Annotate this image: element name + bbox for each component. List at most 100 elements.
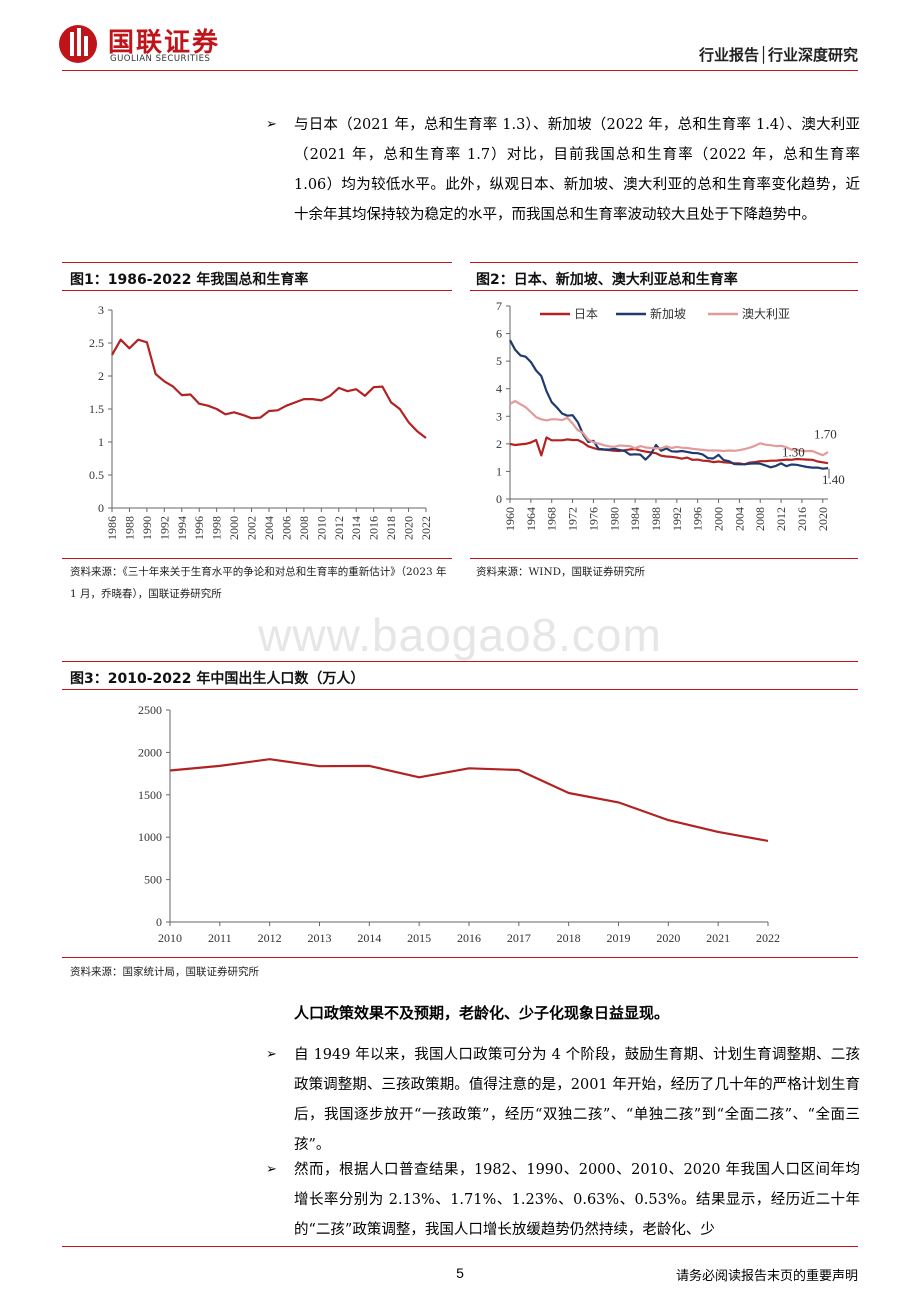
x-tick-label: 2016	[795, 507, 809, 531]
fig1-title: 图1：1986-2022 年我国总和生育率	[70, 272, 309, 288]
bullet-arrow-icon: ➢	[266, 117, 277, 132]
x-tick-label: 1996	[691, 507, 705, 531]
y-tick-label: 0	[496, 492, 502, 506]
legend-label: 日本	[574, 307, 598, 321]
fig1-title-rule	[62, 290, 452, 291]
x-tick-label: 1992	[157, 516, 171, 540]
x-tick-label: 2022	[419, 516, 433, 540]
y-tick-label: 5	[496, 354, 502, 368]
legend-label: 新加坡	[650, 306, 686, 321]
y-tick-label: 1	[98, 435, 104, 449]
x-tick-label: 1976	[586, 507, 600, 531]
x-tick-label: 1992	[670, 507, 684, 531]
y-tick-label: 6	[496, 327, 502, 341]
x-tick-label: 2014	[349, 516, 363, 540]
x-tick-label: 1988	[649, 507, 663, 531]
watermark: www.baogao8.com	[258, 609, 662, 661]
brand-logo: 国联证券 GUOLIAN SECURITIES	[58, 22, 288, 72]
y-tick-label: 0	[156, 915, 162, 929]
x-tick-label: 2014	[357, 931, 381, 945]
x-tick-label: 1968	[545, 507, 559, 531]
fig1-source: 资料来源：《三十年来关于生育水平的争论和对总和生育率的重新估计》（2023 年 …	[70, 566, 447, 600]
x-tick-label: 2004	[732, 507, 746, 531]
x-tick-label: 1988	[122, 516, 136, 540]
fig1-chart: 0 0.5 1 1.5 2 2.5 3 1986 1988 1990 1992 1994 1996 199…	[62, 296, 452, 554]
bullet-arrow-icon: ➢	[266, 1047, 277, 1062]
fig2-title-rule	[470, 290, 858, 291]
y-tick-label: 3	[98, 303, 104, 317]
fig3-top-rule	[62, 661, 858, 662]
fig1-chart-svg: 0 0.5 1 1.5 2 2.5 3 1986 1988 1990 1992 1994 1996 199…	[89, 303, 433, 540]
annotation-australia: 1.70	[814, 426, 837, 441]
y-tick-label: 1.5	[89, 402, 104, 416]
x-tick-label: 2016	[457, 931, 481, 945]
x-tick-label: 1980	[607, 507, 621, 531]
paragraph-population-policy: ➢ 自 1949 年以来，我国人口政策可分为 4 个阶段，鼓励生育期、计划生育调…	[266, 1040, 860, 1160]
x-tick-label: 1960	[503, 507, 517, 531]
x-tick-label: 1998	[210, 516, 224, 540]
header-divider	[62, 70, 858, 71]
y-tick-label: 2500	[138, 703, 162, 717]
x-tick-label: 2011	[208, 931, 232, 945]
y-tick-label: 1	[496, 464, 502, 478]
fig1-top-rule	[62, 262, 452, 263]
fig3-title: 图3：2010-2022 年中国出生人口数（万人）	[70, 671, 365, 687]
paragraph-fertility-comparison: ➢ 与日本（2021 年，总和生育率 1.3）、新加坡（2022 年，总和生育率…	[266, 110, 860, 230]
y-tick-label: 2	[496, 437, 502, 451]
x-tick-label: 2004	[262, 516, 276, 540]
y-tick-label: 500	[144, 873, 162, 887]
x-tick-label: 2012	[774, 507, 788, 531]
fig3-source: 资料来源：国家统计局，国联证券研究所	[70, 966, 259, 978]
x-tick-label: 2017	[507, 931, 531, 945]
x-tick-label: 2010	[314, 516, 328, 540]
x-tick-label: 2012	[258, 931, 282, 945]
x-tick-label: 2000	[712, 507, 726, 531]
fig3-chart: 0 500 1000 1500 2000 2500 2010 2011 2012 2013 2014…	[62, 696, 858, 954]
series-line-s0	[111, 338, 427, 439]
page-number: 5	[456, 1265, 464, 1281]
y-tick-label: 0.5	[89, 468, 104, 482]
fig2-title: 图2：日本、新加坡、澳大利亚总和生育率	[476, 272, 738, 288]
y-tick-label: 1500	[138, 788, 162, 802]
x-tick-label: 2020	[656, 931, 680, 945]
x-tick-label: 2021	[706, 931, 730, 945]
y-tick-label: 2.5	[89, 336, 104, 350]
bullet-arrow-icon: ➢	[266, 1162, 277, 1177]
x-tick-label: 1994	[175, 516, 189, 540]
fig2-bottom-rule	[470, 558, 858, 559]
y-tick-label: 2	[98, 369, 104, 383]
x-tick-label: 2018	[384, 516, 398, 540]
annotation-singapore: 1.40	[822, 472, 845, 487]
annotation-japan: 1.30	[782, 444, 805, 459]
paragraph-census-growth: ➢ 然而，根据人口普查结果，1982、1990、2000、2010、2020 年…	[266, 1155, 860, 1245]
x-tick-label: 1984	[628, 507, 642, 531]
x-tick-label: 2020	[816, 507, 830, 531]
x-tick-label: 2006	[279, 516, 293, 540]
fig2-chart-svg: 0 1 2 3 4 5 6 7 1960 1964 1968 1972 1976 1980 1984 1988…	[496, 299, 845, 531]
series-line-新加坡	[509, 339, 829, 470]
series-line-澳大利亚	[509, 399, 829, 457]
x-tick-label: 1986	[105, 516, 119, 540]
y-tick-label: 2000	[138, 745, 162, 759]
x-tick-label: 1972	[566, 507, 580, 531]
y-tick-label: 1000	[138, 830, 162, 844]
brand-name-cn: 国联证券	[108, 28, 221, 58]
x-tick-label: 2013	[308, 931, 332, 945]
series-line-日本	[509, 436, 829, 466]
x-tick-label: 1996	[192, 516, 206, 540]
x-tick-label: 2019	[607, 931, 631, 945]
x-tick-label: 1990	[140, 516, 154, 540]
fig3-bottom-rule	[62, 957, 858, 958]
x-tick-label: 2012	[332, 516, 346, 540]
section-heading: 人口政策效果不及预期，老龄化、少子化现象日益显现。	[294, 1004, 670, 1022]
fig3-chart-svg: 0 500 1000 1500 2000 2500 2010 2011 2012 2013 2014…	[138, 703, 780, 945]
x-tick-label: 2008	[753, 507, 767, 531]
y-tick-label: 4	[496, 382, 502, 396]
brand-name-en: GUOLIAN SECURITIES	[110, 54, 211, 64]
fig2-top-rule	[470, 262, 858, 263]
x-tick-label: 2020	[402, 516, 416, 540]
paragraph-text: 与日本（2021 年，总和生育率 1.3）、新加坡（2022 年，总和生育率 1…	[294, 117, 860, 223]
x-tick-label: 2016	[367, 516, 381, 540]
paragraph-text: 自 1949 年以来，我国人口政策可分为 4 个阶段，鼓励生育期、计划生育调整期…	[294, 1047, 860, 1153]
report-section-label: 行业报告│行业深度研究	[698, 46, 858, 64]
